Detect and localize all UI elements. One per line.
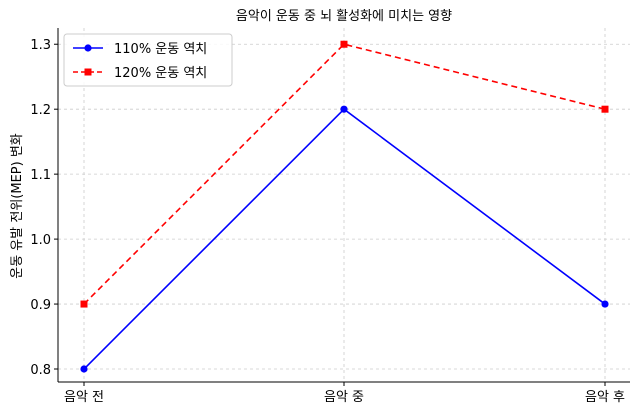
legend-marker-120 [84, 68, 92, 76]
series-line-1 [83, 43, 606, 305]
legend: 110% 운동 역치 120% 운동 역치 [63, 33, 233, 87]
legend-box [63, 33, 233, 87]
y-axis-label: 운동 유발 전위(MEP) 변화 [10, 133, 25, 279]
legend-label-120: 120% 운동 역치 [114, 66, 207, 81]
x-tick-label: 음악 전 [64, 390, 104, 405]
series-1-point-0 [80, 300, 88, 308]
x-tick-label: 음악 중 [324, 390, 364, 405]
y-ticks: 0.8 0.9 1.0 1.1 1.2 1.3 [30, 38, 58, 378]
x-ticks: 음악 전 음악 중 음악 후 [64, 382, 625, 405]
y-tick-label: 1.3 [30, 38, 51, 53]
y-tick-label: 1.1 [30, 168, 51, 183]
legend-label-110: 110% 운동 역치 [114, 42, 207, 57]
series-1-point-1 [340, 40, 348, 48]
y-tick-label: 0.9 [30, 298, 51, 313]
grid [58, 28, 630, 382]
series-0-point-1 [340, 105, 348, 113]
x-tick-label: 음악 후 [585, 390, 625, 405]
y-tick-label: 1.2 [30, 103, 51, 118]
series-1-point-2 [601, 105, 609, 113]
series-0-point-2 [601, 300, 609, 308]
series-0-point-0 [80, 365, 88, 373]
chart-title: 음악이 운동 중 뇌 활성화에 미치는 영향 [236, 9, 452, 24]
y-tick-label: 0.8 [30, 363, 51, 378]
legend-marker-110 [84, 44, 92, 52]
y-tick-label: 1.0 [30, 233, 51, 248]
series-group [80, 40, 609, 373]
